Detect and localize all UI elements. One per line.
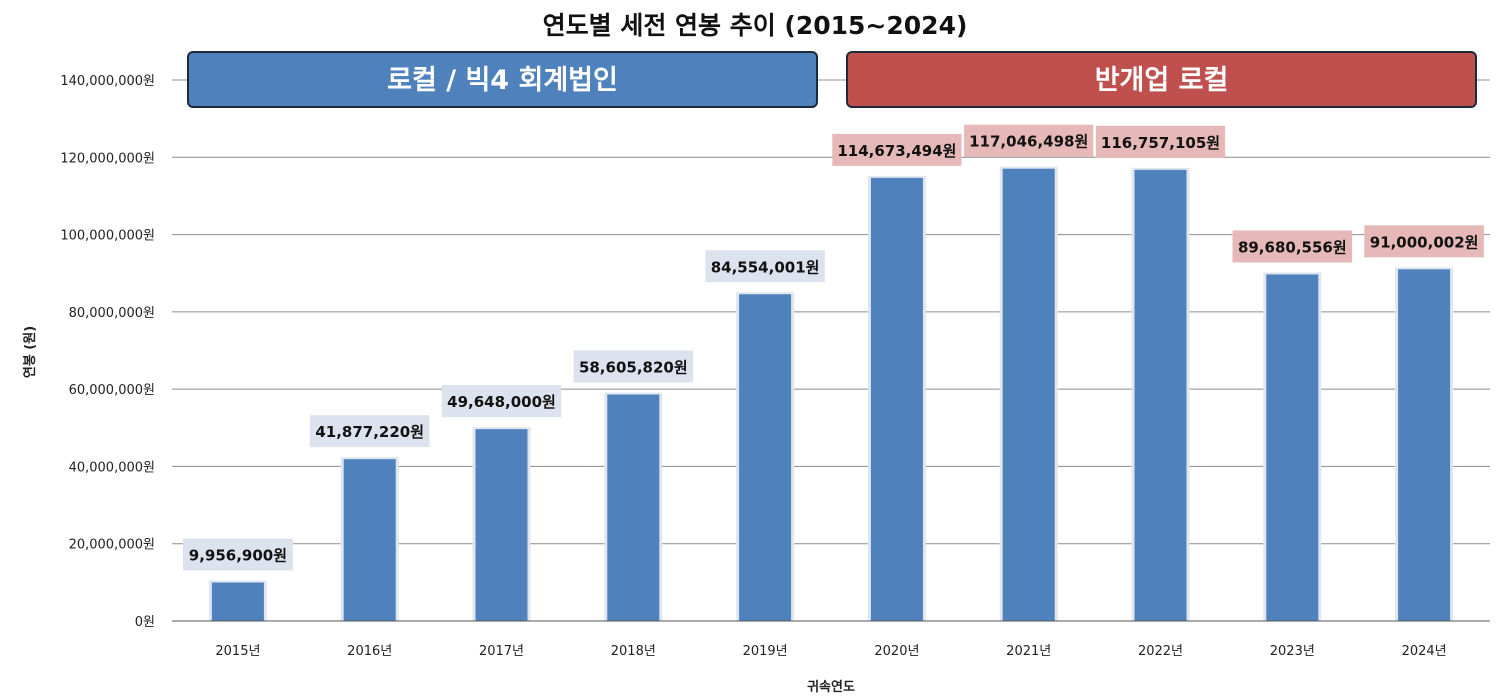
y-tick-label: 60,000,000원	[69, 383, 155, 398]
bar	[607, 394, 660, 621]
period-banner	[846, 51, 1477, 108]
bar	[211, 582, 264, 621]
data-label-bg	[573, 350, 694, 383]
data-label-bg	[182, 538, 293, 571]
data-label-bg	[441, 385, 562, 418]
bars	[208, 166, 1454, 622]
data-label: 91,000,002원	[1370, 233, 1479, 251]
data-label-bg	[1232, 230, 1353, 263]
data-label-bg	[1364, 225, 1484, 258]
x-tick-label: 2016년	[347, 644, 392, 659]
data-label-bg	[964, 124, 1094, 157]
bar	[343, 459, 396, 621]
chart-title: 연도별 세전 연봉 추이 (2015~2024)	[543, 11, 968, 40]
x-tick-label: 2015년	[215, 644, 260, 659]
x-tick-label: 2019년	[743, 644, 788, 659]
y-tick-label: 140,000,000원	[60, 74, 155, 89]
y-tick-label: 40,000,000원	[69, 460, 155, 475]
period-banner-label: 반개업 로컬	[1095, 65, 1229, 96]
data-label-bg	[1095, 125, 1226, 158]
period-banner-label: 로컬 / 빅4 회계법인	[387, 65, 618, 96]
period-banners: 로컬 / 빅4 회계법인 반개업 로컬	[187, 51, 1477, 108]
x-tick-label: 2018년	[611, 644, 656, 659]
x-axis-ticks: 2015년 2016년 2017년 2018년 2019년 2020년 2021년 2022년…	[215, 644, 1446, 659]
y-tick-label: 100,000,000원	[60, 229, 155, 244]
y-tick-label: 120,000,000원	[60, 151, 155, 166]
bar	[739, 294, 792, 621]
y-tick-label: 20,000,000원	[69, 538, 155, 553]
data-label: 116,757,105원	[1101, 134, 1220, 152]
data-labels: 9,956,900원 41,877,220원 49,648,000원 58,605,8…	[182, 124, 1484, 571]
data-label: 49,648,000원	[447, 393, 556, 411]
y-axis-ticks: 0원 20,000,000원 40,000,000원 60,000,000원 80,00…	[60, 74, 155, 630]
x-tick-label: 2023년	[1270, 644, 1315, 659]
data-label-bg	[309, 415, 430, 448]
data-label: 117,046,498원	[969, 133, 1088, 151]
data-label-bg	[832, 133, 962, 166]
data-label: 9,956,900원	[189, 547, 287, 565]
x-tick-label: 2017년	[479, 644, 524, 659]
bar	[870, 177, 923, 622]
bar	[1134, 169, 1187, 621]
x-tick-label: 2022년	[1138, 644, 1183, 659]
data-label: 41,877,220원	[315, 423, 424, 441]
x-tick-label: 2024년	[1402, 644, 1447, 659]
data-label: 114,673,494원	[837, 142, 956, 160]
x-axis-label: 귀속연도	[807, 679, 855, 695]
y-axis-label: 연봉 (원)	[23, 326, 38, 378]
x-tick-label: 2021년	[1006, 644, 1051, 659]
bar	[1398, 269, 1451, 621]
bar	[1266, 274, 1319, 621]
bar	[1002, 168, 1055, 621]
period-banner	[187, 51, 818, 108]
y-tick-label: 80,000,000원	[69, 306, 155, 321]
data-label: 89,680,556원	[1238, 238, 1347, 256]
data-label: 84,554,001원	[711, 258, 820, 276]
x-tick-label: 2020년	[874, 644, 919, 659]
data-label: 58,605,820원	[579, 359, 688, 377]
bar	[475, 429, 528, 621]
data-label-bg	[705, 250, 825, 283]
y-tick-label: 0원	[135, 615, 155, 630]
